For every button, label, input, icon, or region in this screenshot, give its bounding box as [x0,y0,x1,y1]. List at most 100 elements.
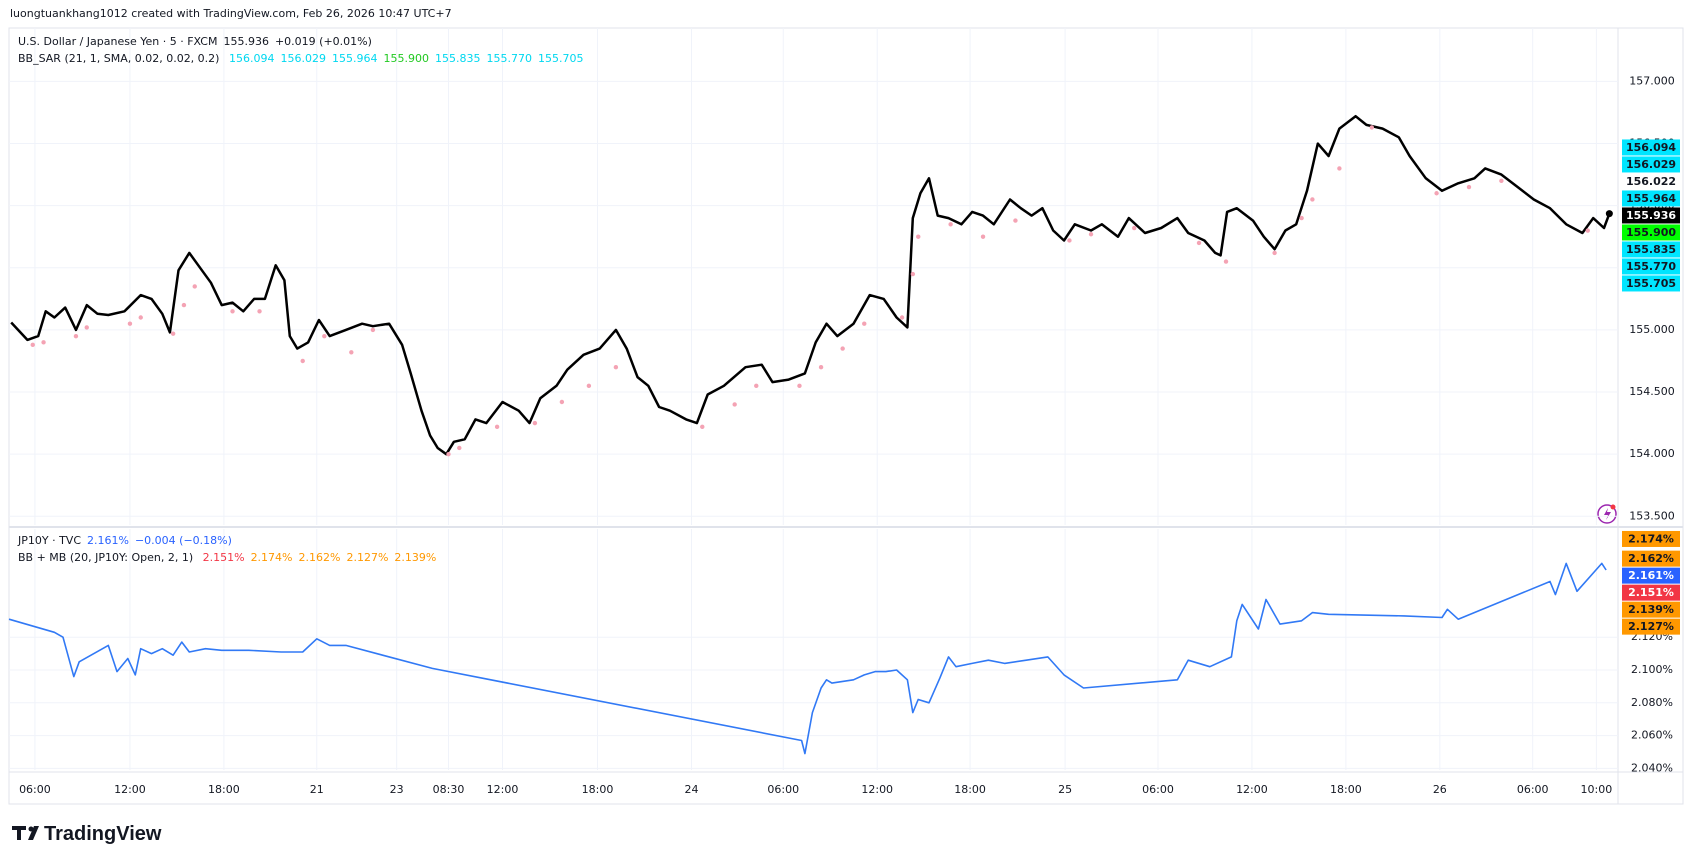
price-badge-label: 2.161% [1628,569,1674,582]
y-tick-label: 2.040% [1631,761,1673,774]
last: 2.161% [87,534,129,547]
price-badge [1622,207,1680,224]
sar-dot [1132,225,1137,231]
sar-dot [1585,228,1590,233]
indicator-value: 155.770 [486,52,532,65]
symbol-legend: U.S. Dollar / Japanese Yen · 5 · FXCM 155… [18,35,378,48]
frame [8,27,1684,805]
indicator-value: 155.835 [434,52,481,65]
x-tick-label: 12:00 [487,783,519,796]
x-tick-label: 10:00 [1581,783,1613,796]
price-badge-label: 155.835 [1626,243,1676,256]
sar-dot [1310,197,1315,202]
x-tick-label: 12:00 [1236,783,1268,796]
x-tick-label: 23 [390,783,404,796]
price-badge [1622,567,1680,584]
sar-dot [73,333,79,339]
sar-dot [754,383,759,389]
x-tick-label: 08:30 [433,783,465,796]
sar-dot [1434,191,1439,196]
sar-dot [1196,240,1202,246]
price-badge [1622,190,1680,207]
indicator-value: 2.127% [346,551,389,564]
sar-dot [192,284,197,289]
price-badge-label: 156.094 [1626,141,1676,154]
symbol: JP10Y · TVC [18,534,82,547]
x-tick-label: 12:00 [861,783,893,796]
price-badge-label: 155.964 [1626,192,1676,205]
indicator-value: 2.139% [394,551,437,564]
price-badge-label: 2.151% [1628,586,1674,599]
sar-dot [41,340,46,345]
alert-icon[interactable] [1597,504,1617,524]
sar-dot [1337,166,1342,171]
sar-dot [980,234,986,239]
sar-dot [559,399,565,405]
indicator-value: 156.029 [280,52,326,65]
indicator-value: 2.151% [202,551,245,564]
price-badge-label: 155.770 [1626,260,1676,273]
price-badge [1622,224,1680,241]
x-tick-label: 24 [684,783,698,796]
y-tick-label: 154.500 [1629,385,1675,398]
indicator-value: 155.705 [537,52,584,65]
indicator: BB + MB (20, JP10Y: Open, 2, 1) [18,551,194,564]
x-tick-label: 26 [1433,783,1447,796]
sar-dot [797,383,802,389]
x-tick-label: 06:00 [1517,783,1549,796]
sar-dot [1088,232,1094,237]
indicator-value: 155.964 [331,52,378,65]
price-badge [1622,530,1680,547]
price-badge-label: 155.705 [1626,277,1676,290]
y-tick-label: 154.000 [1629,447,1675,460]
x-tick-label: 06:00 [1142,783,1174,796]
sar-dot [700,424,705,430]
sar-dot [1223,259,1229,264]
y-tick-label: 2.100% [1631,663,1673,676]
sar-dot [916,234,921,239]
indicator-legend: BB_SAR (21, 1, SMA, 0.02, 0.02, 0.2) 156… [18,52,589,65]
sar-dot [586,383,592,389]
sar-dot [170,331,176,336]
indicator-value: 2.174% [250,551,293,564]
logo: TradingView [44,823,162,845]
x-tick-label: 25 [1058,783,1072,796]
price-badge [1622,173,1680,190]
sar-dot [322,333,327,339]
last: 155.936 [223,35,269,48]
price-badge [1622,139,1680,156]
x-tick-label: 12:00 [114,783,146,796]
price-line [10,114,1611,456]
y-tick-label: 157.000 [1629,74,1675,87]
x-tick-label: 06:00 [767,783,799,796]
price-line [8,562,1607,755]
sar-dot [1369,125,1374,130]
sar-dot [910,271,916,277]
logo-icon [12,826,39,840]
symbol-legend: JP10Y · TVC 2.161% −0.004 (−0.18%) [18,534,238,547]
sar-dot [613,365,619,370]
price-badge [1622,618,1680,635]
price-badge-label: 2.139% [1628,603,1674,616]
x-tick-label: 06:00 [19,783,51,796]
sar-dot [899,315,905,320]
watermark: luongtuankhang1012 created with TradingV… [10,7,452,20]
sar-dot [1466,184,1472,190]
sar-dot [732,402,737,407]
sar-dot [230,309,235,314]
indicator-value: 2.162% [298,551,341,564]
sar-dot [138,315,143,320]
sar-dot [300,358,305,364]
sar-dot [818,365,824,370]
price-badge-label: 155.936 [1626,209,1676,222]
price-badge [1622,156,1680,173]
price-badge [1622,550,1680,567]
x-tick-label: 18:00 [582,783,614,796]
y-tick-label: 2.080% [1631,696,1673,709]
x-tick-label: 18:00 [1330,783,1362,796]
sar-dot [532,420,538,426]
sar-dot [84,325,89,330]
sar-dot [1013,218,1018,223]
